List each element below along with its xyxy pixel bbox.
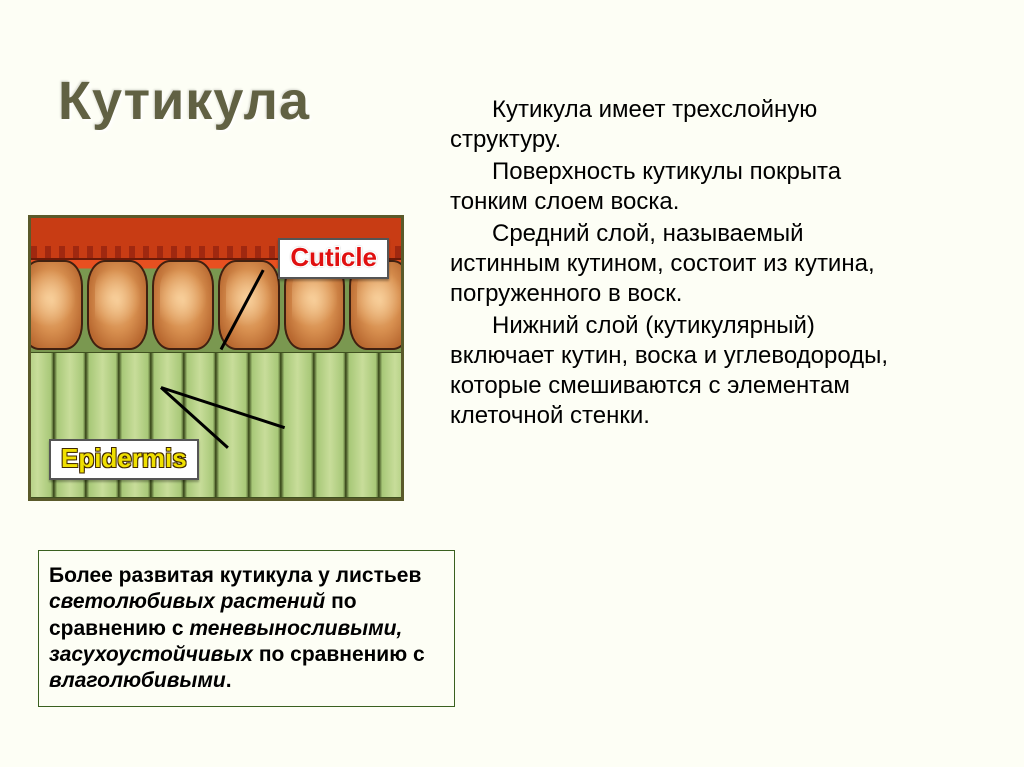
caption-text: по сравнению с [253,643,425,666]
cuticle-diagram: Cuticle Epidermis [28,215,404,501]
caption-text: . [226,669,232,692]
epidermis-cell [152,260,214,350]
palisade-cell [280,352,315,498]
body-text: Кутикула имеет трехслойную структуру. По… [450,95,920,433]
caption-text: Более развитая кутикула у листьев [49,564,421,587]
cuticle-label: Cuticle [278,238,389,279]
palisade-cell [345,352,380,498]
palisade-cell [313,352,348,498]
paragraph-1: Кутикула имеет трехслойную структуру. [450,95,920,155]
caption-italic: светолюбивых растений [49,590,325,613]
paragraph-4: Нижний слой (кутикулярный) включает кути… [450,311,920,431]
caption-italic: влаголюбивыми [49,669,226,692]
paragraph-2: Поверхность кутикулы покрыта тонким слое… [450,157,920,217]
palisade-cell [378,352,405,498]
caption-box: Более развитая кутикула у листьев светол… [38,550,455,707]
palisade-cell [215,352,250,498]
epidermis-label: Epidermis [49,439,199,480]
epidermis-cell [87,260,149,350]
epidermis-cell [28,260,83,350]
page-title: Кутикула [58,70,310,132]
paragraph-3: Средний слой, называемый истинным кутино… [450,219,920,309]
